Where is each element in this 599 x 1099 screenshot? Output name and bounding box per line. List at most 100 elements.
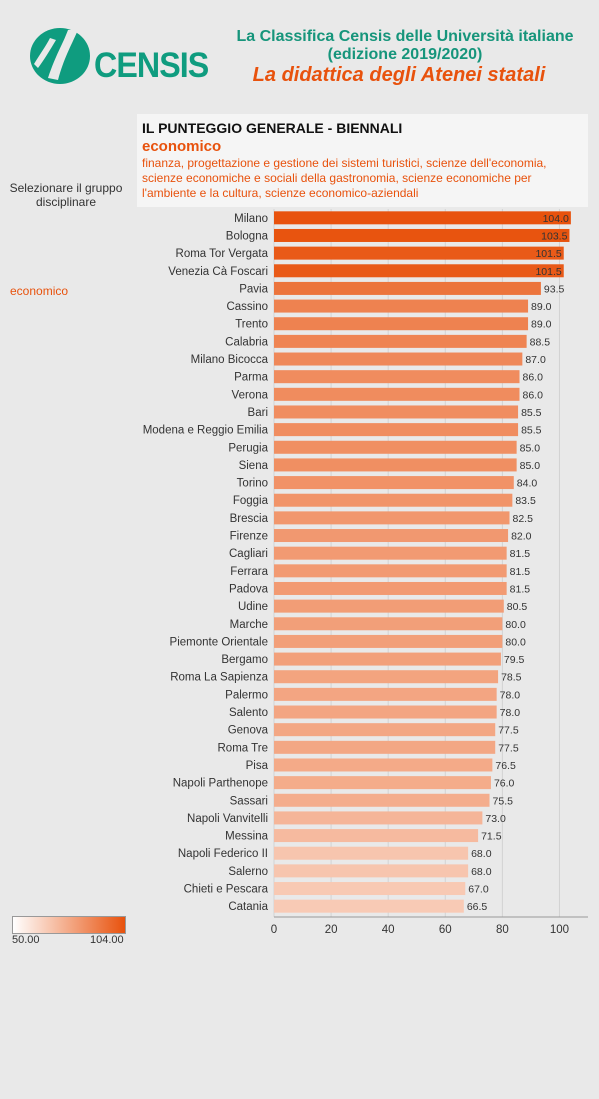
group-selector-label: Selezionare il gruppo disciplinare	[9, 181, 123, 209]
category-label: Salerno	[228, 866, 268, 878]
category-label: Chieti e Pescara	[184, 884, 269, 896]
value-label: 88.5	[530, 336, 551, 348]
category-label: Udine	[238, 601, 268, 613]
value-label: 81.5	[510, 583, 531, 595]
value-label: 76.5	[495, 760, 516, 772]
bar	[274, 529, 509, 543]
bar	[274, 758, 493, 772]
censis-logo: CENSIS	[28, 24, 218, 88]
value-label: 89.0	[531, 301, 552, 313]
header-title-line1: La Classifica Censis delle Università it…	[236, 28, 574, 45]
category-label: Piemonte Orientale	[170, 636, 268, 648]
category-label: Brescia	[230, 513, 269, 525]
value-label: 78.0	[500, 689, 521, 701]
bar	[274, 228, 570, 242]
bar	[274, 264, 564, 278]
value-label: 103.5	[541, 230, 567, 242]
category-label: Sassari	[230, 795, 268, 807]
bar	[274, 299, 529, 313]
bar	[274, 687, 497, 701]
bar	[274, 246, 564, 260]
bar	[274, 864, 469, 878]
category-label: Foggia	[233, 495, 269, 507]
bar	[274, 546, 507, 560]
value-label: 87.0	[525, 354, 546, 366]
x-tick-label: 80	[496, 924, 509, 936]
bar	[274, 634, 503, 648]
group-selector-value[interactable]: economico	[10, 284, 69, 298]
bar	[274, 811, 483, 825]
category-label: Roma La Sapienza	[170, 672, 268, 684]
bar	[274, 334, 527, 348]
category-label: Bologna	[226, 230, 269, 242]
panel-group: economico	[142, 138, 222, 155]
value-label: 75.5	[493, 795, 514, 807]
value-label: 78.0	[500, 707, 521, 719]
bar	[274, 652, 501, 666]
value-label: 89.0	[531, 319, 552, 331]
category-label: Bari	[248, 407, 268, 419]
logo-text: CENSIS	[94, 46, 209, 85]
value-label: 71.5	[481, 831, 502, 843]
value-label: 80.0	[505, 619, 526, 631]
category-label: Salento	[229, 707, 268, 719]
bar	[274, 458, 517, 472]
value-label: 79.5	[504, 654, 525, 666]
category-label: Roma Tre	[218, 742, 269, 754]
value-label: 101.5	[535, 266, 561, 278]
bar	[274, 617, 503, 631]
bar	[274, 493, 513, 507]
value-label: 85.5	[521, 425, 542, 437]
category-label: Napoli Vanvitelli	[187, 813, 268, 825]
category-label: Napoli Federico II	[178, 848, 268, 860]
bar	[274, 423, 519, 437]
bar	[274, 846, 469, 860]
bar	[274, 405, 519, 419]
bar	[274, 882, 466, 896]
bar	[274, 829, 479, 843]
category-label: Roma Tor Vergata	[176, 248, 269, 260]
category-label: Milano Bicocca	[191, 354, 269, 366]
value-label: 81.5	[510, 566, 531, 578]
bar	[274, 387, 520, 401]
header-title-line2: (edizione 2019/2020)	[327, 46, 483, 63]
category-label: Messina	[225, 831, 268, 843]
value-label: 80.5	[507, 601, 528, 613]
category-label: Modena e Reggio Emilia	[143, 425, 269, 437]
value-label: 67.0	[468, 884, 489, 896]
bar	[274, 670, 499, 684]
legend-max-label: 104.00	[90, 934, 124, 946]
value-label: 104.0	[543, 213, 569, 225]
category-label: Napoli Parthenope	[173, 778, 268, 790]
category-label: Torino	[237, 478, 268, 490]
category-label: Parma	[234, 372, 268, 384]
x-tick-label: 60	[439, 924, 452, 936]
bar	[274, 317, 529, 331]
bar	[274, 370, 520, 384]
value-label: 82.0	[511, 531, 532, 543]
bar	[274, 776, 491, 790]
value-label: 82.5	[513, 513, 534, 525]
header-subtitle: La didattica degli Atenei statali	[252, 64, 546, 86]
category-label: Pisa	[246, 760, 269, 772]
value-label: 78.5	[501, 672, 522, 684]
value-label: 85.0	[520, 442, 541, 454]
category-label: Bergamo	[221, 654, 268, 666]
category-label: Siena	[239, 460, 269, 472]
value-label: 80.0	[505, 636, 526, 648]
panel-title: IL PUNTEGGIO GENERALE - BIENNALI	[142, 120, 403, 136]
category-label: Catania	[228, 901, 268, 913]
value-label: 68.0	[471, 866, 492, 878]
value-label: 77.5	[498, 742, 519, 754]
value-label: 76.0	[494, 778, 515, 790]
category-label: Palermo	[225, 689, 268, 701]
bar	[274, 440, 517, 454]
bar	[274, 211, 571, 225]
category-label: Firenze	[230, 531, 268, 543]
bar	[274, 476, 514, 490]
value-label: 77.5	[498, 725, 519, 737]
category-label: Cagliari	[229, 548, 268, 560]
value-label: 81.5	[510, 548, 531, 560]
category-label: Calabria	[225, 336, 268, 348]
